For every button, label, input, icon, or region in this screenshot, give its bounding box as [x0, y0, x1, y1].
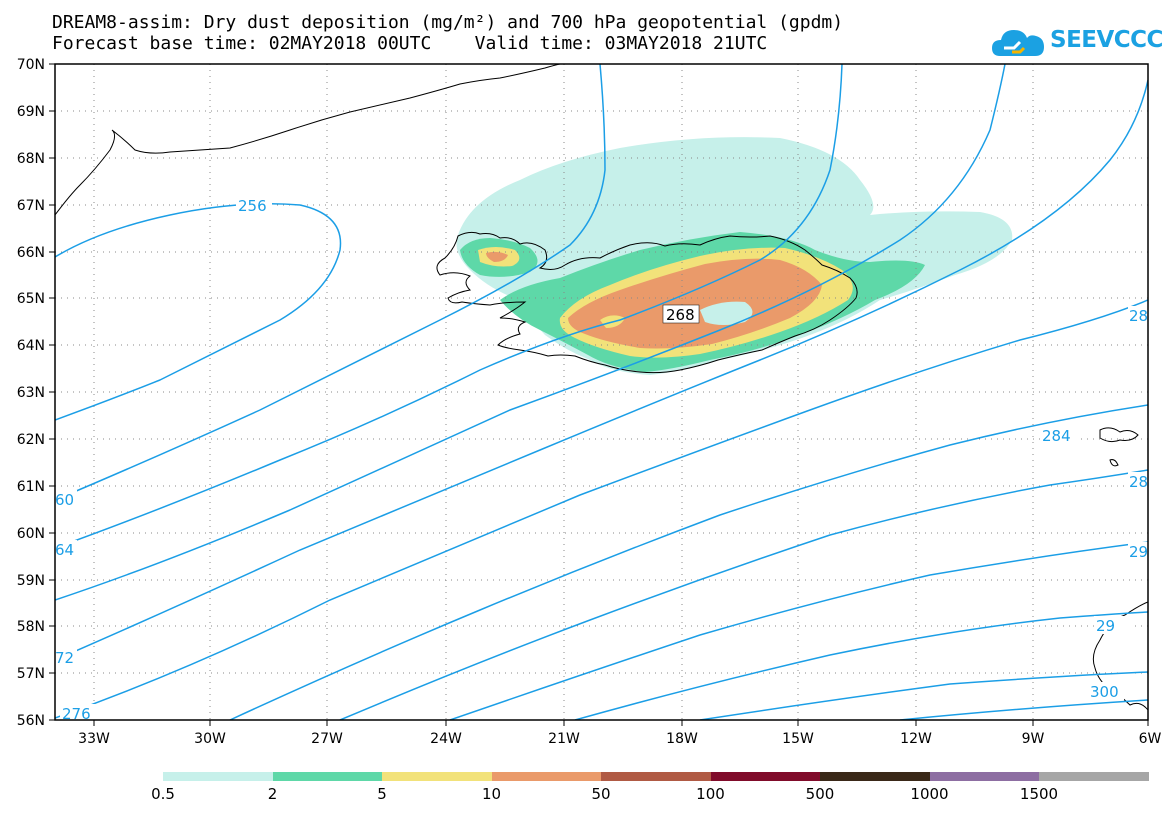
colorbar-label: 5 [377, 785, 387, 803]
colorbar-label: 2 [267, 785, 278, 803]
contour-label-group: 256 268 284 60 64 72 276 28 28 29 29 300 [55, 196, 1148, 723]
seevccc-logo: SEEVCCC [990, 22, 1163, 62]
lon-label: 6W [1139, 731, 1162, 747]
cloud-icon [992, 30, 1044, 56]
lat-label: 69N [17, 104, 45, 120]
lat-label: 58N [17, 619, 45, 635]
contour-label: 72 [55, 649, 74, 667]
colorbar-segment [491, 772, 601, 781]
lat-label: 68N [17, 151, 45, 167]
lat-label: 70N [17, 57, 45, 73]
contour-label: 256 [238, 197, 267, 215]
lon-label: 33W [78, 731, 110, 747]
map-subtitle: Forecast base time: 02MAY2018 00UTC Vali… [52, 33, 768, 54]
colorbar-label: 10 [481, 785, 502, 803]
lat-label: 56N [17, 713, 45, 729]
contour-label: 276 [62, 705, 91, 723]
lat-label: 61N [17, 479, 45, 495]
map-title: DREAM8-assim: Dry dust deposition (mg/m²… [52, 12, 844, 33]
contour-label: 28 [1129, 307, 1148, 325]
lat-label: 63N [17, 385, 45, 401]
lon-label: 30W [194, 731, 226, 747]
colorbar-label: 0.5 [151, 785, 175, 803]
tick-marks [49, 63, 1149, 726]
contour-label: 284 [1042, 427, 1071, 445]
lat-label: 60N [17, 526, 45, 542]
colorbar-label: 100 [696, 785, 725, 803]
lat-label: 65N [17, 291, 45, 307]
colorbar-segment [710, 772, 820, 781]
colorbar-segment [929, 772, 1039, 781]
lat-label: 57N [17, 666, 45, 682]
contour-label: 268 [666, 306, 695, 324]
lon-labels: 33W 30W 27W 24W 21W 18W 15W 12W 9W 6W [78, 731, 1161, 747]
lon-label: 24W [430, 731, 462, 747]
lon-label: 9W [1022, 731, 1045, 747]
colorbar-segment [272, 772, 382, 781]
contour-label: 29 [1129, 543, 1148, 561]
lat-label: 67N [17, 198, 45, 214]
colorbar-segment [1039, 772, 1149, 781]
lon-label: 15W [782, 731, 814, 747]
lat-label: 66N [17, 245, 45, 261]
coastlines [55, 64, 1148, 711]
lat-labels: 70N 69N 68N 67N 66N 65N 64N 63N 62N 61N … [17, 57, 45, 729]
colorbar-segment [382, 772, 492, 781]
lat-label: 64N [17, 338, 45, 354]
contour-label: 64 [55, 541, 74, 559]
colorbar-segment [601, 772, 711, 781]
graticule [55, 64, 1148, 720]
lat-label: 62N [17, 432, 45, 448]
contour-label: 28 [1129, 473, 1148, 491]
dust-deposition-shading [456, 137, 1013, 375]
colorbar-label: 50 [591, 785, 611, 803]
lon-label: 21W [548, 731, 580, 747]
colorbar-segment [820, 772, 930, 781]
lon-label: 27W [311, 731, 343, 747]
contour-label: 300 [1090, 683, 1119, 701]
contour-label: 29 [1096, 617, 1115, 635]
contour-label: 60 [55, 491, 74, 509]
colorbar-label: 1000 [910, 785, 949, 803]
lon-label: 12W [900, 731, 932, 747]
colorbar-label: 1500 [1019, 785, 1059, 803]
logo-text: SEEVCCC [1050, 27, 1163, 53]
geopotential-contours [55, 64, 1148, 720]
colorbar-label: 500 [805, 785, 835, 803]
colorbar-segment [163, 772, 273, 781]
lon-label: 18W [666, 731, 698, 747]
lat-label: 59N [17, 573, 45, 589]
